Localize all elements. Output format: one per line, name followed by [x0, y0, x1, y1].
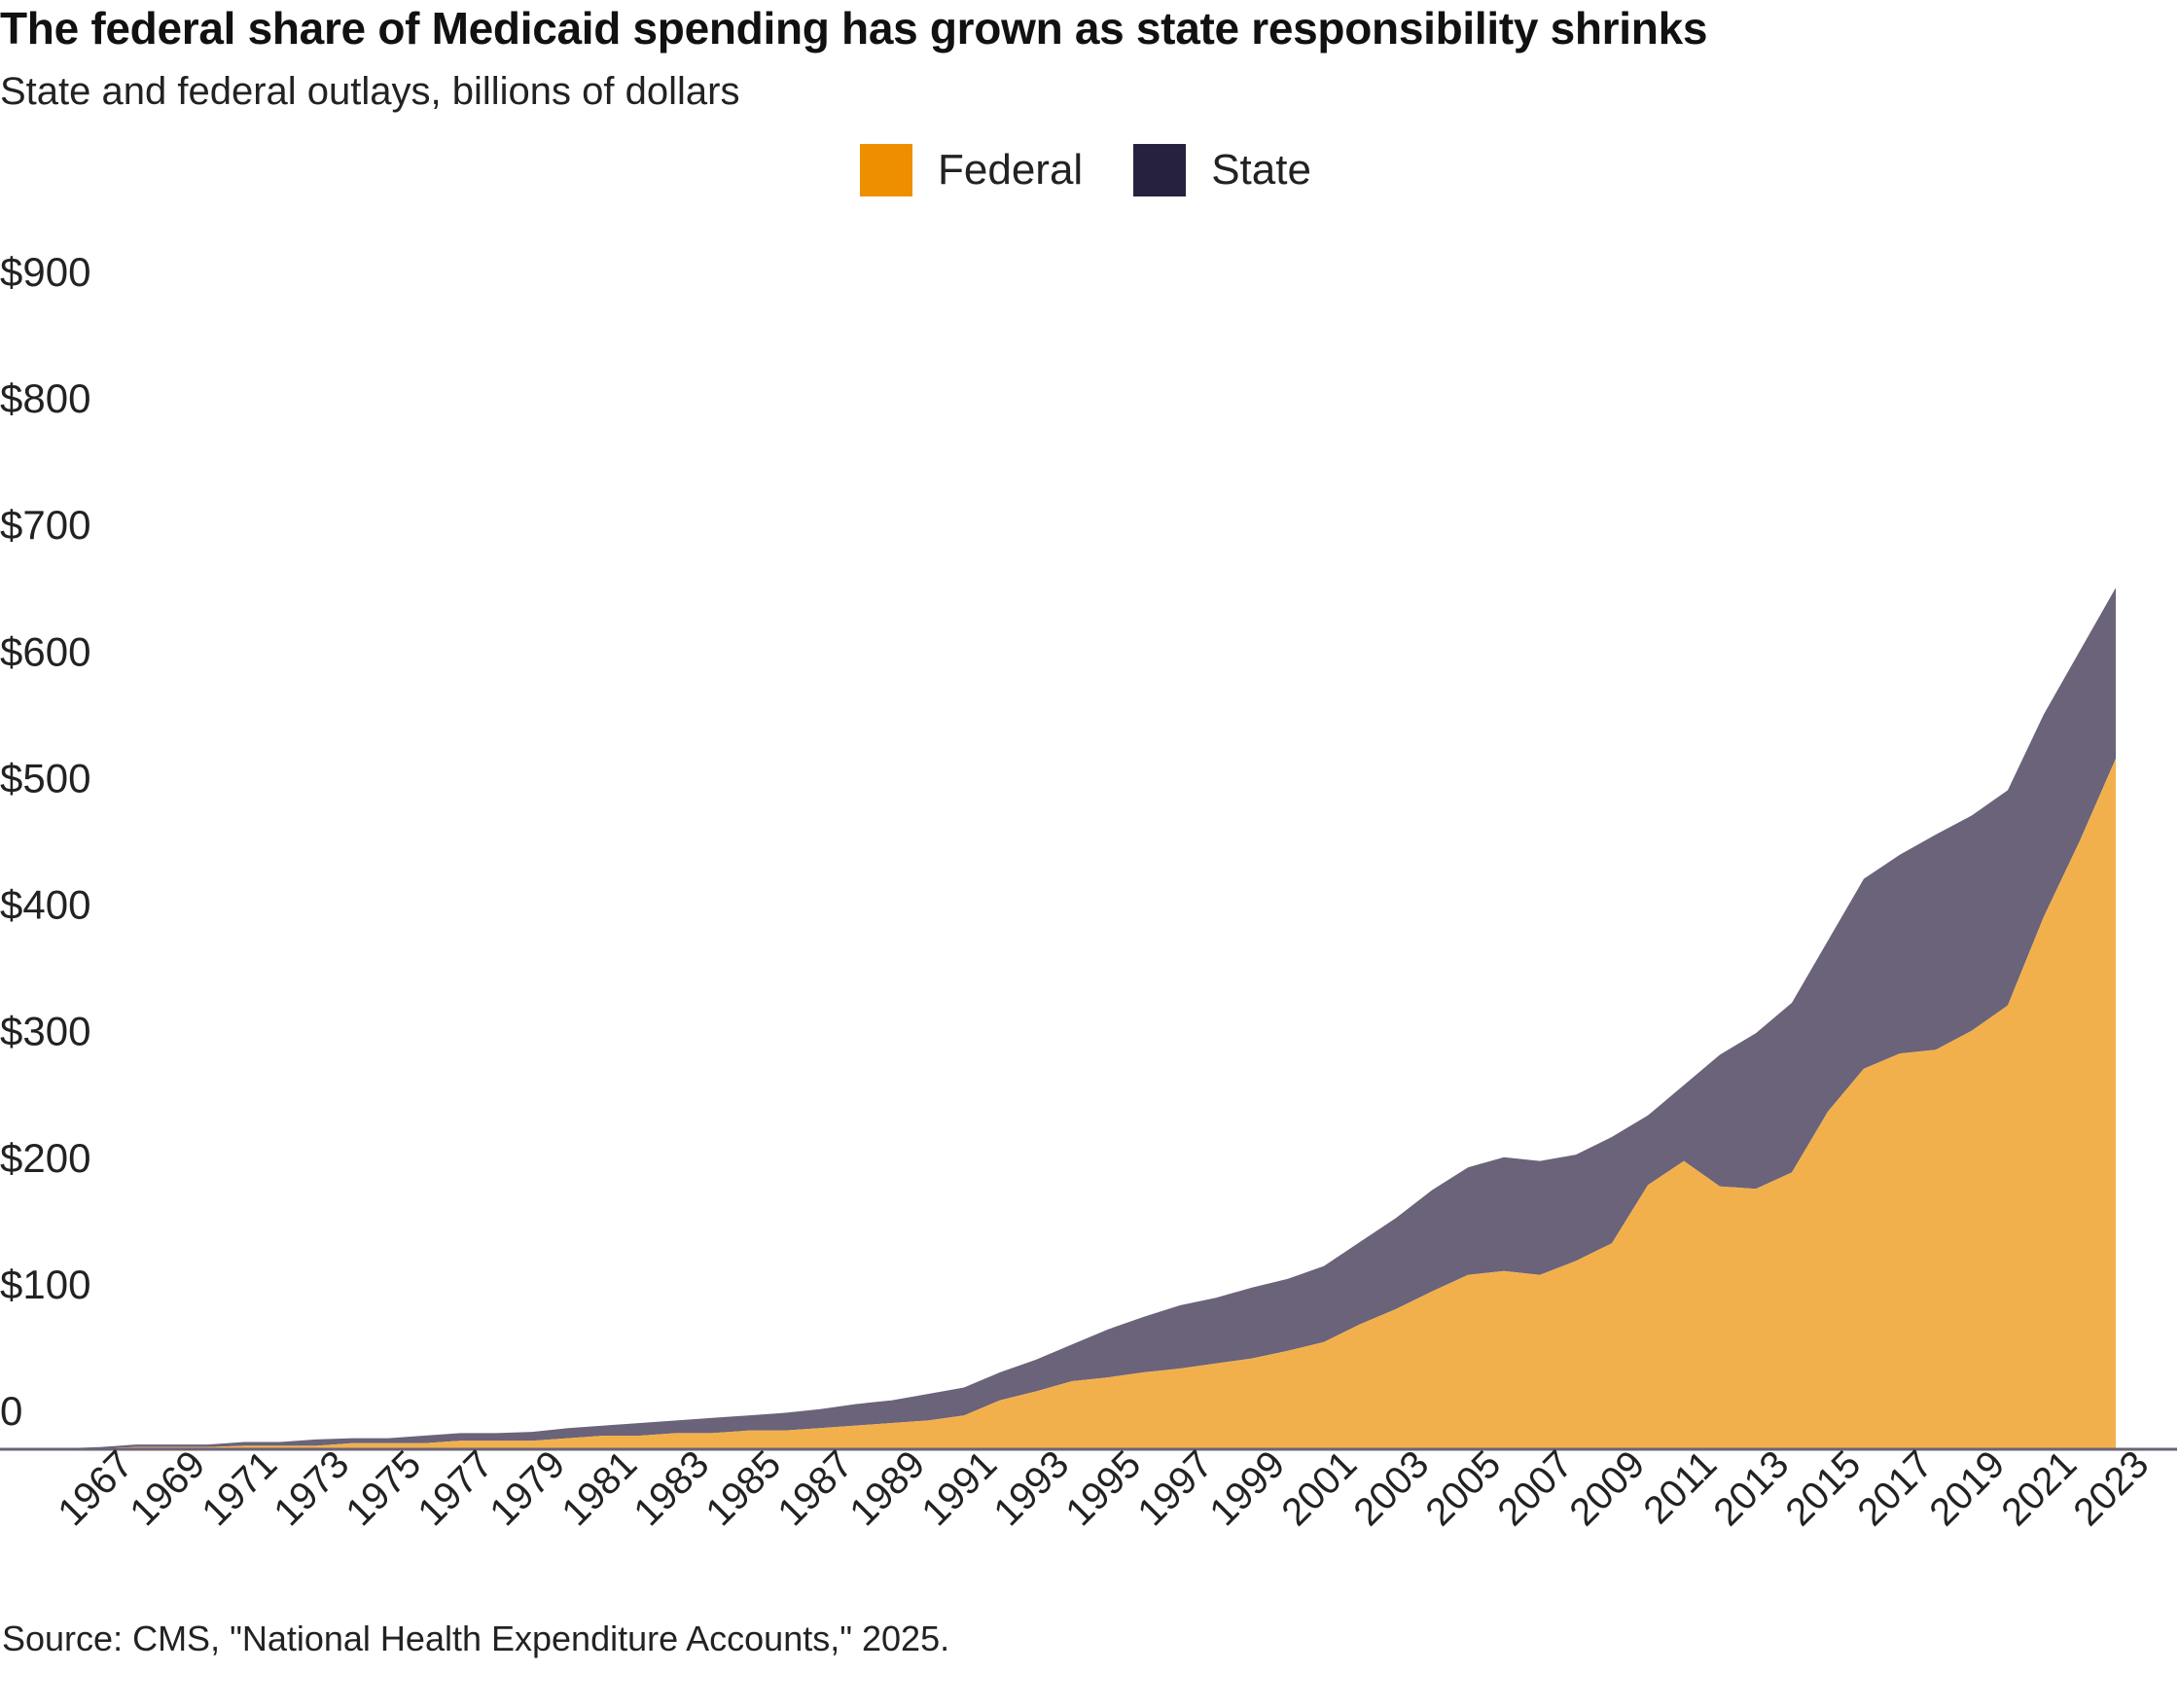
legend-swatch-federal: [860, 144, 912, 196]
y-tick-label: $300: [0, 1009, 90, 1054]
x-tick-label: 2013: [1705, 1442, 1797, 1534]
x-tick-label: 1991: [913, 1442, 1005, 1534]
x-tick-label: 2021: [1993, 1442, 2085, 1534]
x-tick-label: 2017: [1849, 1442, 1941, 1534]
x-tick-label: 2007: [1489, 1442, 1581, 1534]
x-tick-label: 2003: [1345, 1442, 1437, 1534]
x-tick-label: 1967: [50, 1442, 141, 1534]
x-tick-label: 1975: [338, 1442, 429, 1534]
legend-item-state: State: [1133, 144, 1311, 196]
x-tick-label: 1969: [122, 1442, 213, 1534]
x-tick-label: 1983: [625, 1442, 717, 1534]
chart-title: The federal share of Medicaid spending h…: [0, 3, 1708, 53]
x-tick-label: 1995: [1057, 1442, 1149, 1534]
x-tick-label: 1989: [841, 1442, 933, 1534]
x-tick-label: 1997: [1129, 1442, 1221, 1534]
x-tick-label: 2023: [2065, 1442, 2157, 1534]
state-area: [64, 587, 2116, 1448]
source-note: Source: CMS, "National Health Expenditur…: [2, 1619, 950, 1658]
chart-legend: Federal State: [860, 144, 1362, 196]
x-tick-label: 2001: [1273, 1442, 1365, 1534]
y-tick-label: $400: [0, 882, 90, 928]
y-tick-label: $200: [0, 1135, 90, 1181]
y-tick-label: $900: [0, 249, 90, 295]
y-tick-label: 0: [0, 1388, 22, 1434]
x-tick-label: 1985: [697, 1442, 789, 1534]
legend-label-federal: Federal: [938, 146, 1084, 194]
y-tick-label: $700: [0, 502, 90, 548]
x-tick-label: 1987: [769, 1442, 861, 1534]
x-tick-label: 1999: [1201, 1442, 1293, 1534]
x-tick-label: 2015: [1777, 1442, 1869, 1534]
legend-item-federal: Federal: [860, 144, 1083, 196]
y-tick-label: $100: [0, 1262, 90, 1307]
x-tick-label: 1971: [194, 1442, 285, 1534]
x-tick-label: 2011: [1635, 1442, 1725, 1532]
x-tick-label: 1973: [266, 1442, 357, 1534]
federal-area: [64, 758, 2116, 1448]
y-tick-label: $800: [0, 375, 90, 421]
legend-label-state: State: [1211, 146, 1311, 194]
y-tick-label: $500: [0, 755, 90, 801]
legend-swatch-state: [1133, 144, 1187, 196]
x-tick-label: 2019: [1921, 1442, 2013, 1534]
x-tick-label: 2009: [1561, 1442, 1653, 1534]
y-tick-label: $600: [0, 628, 90, 674]
x-tick-label: 1977: [410, 1442, 501, 1534]
x-tick-label: 1993: [985, 1442, 1077, 1534]
x-tick-label: 2005: [1417, 1442, 1509, 1534]
x-tick-label: 1979: [482, 1442, 573, 1534]
x-tick-label: 1981: [554, 1442, 645, 1534]
chart-subtitle: State and federal outlays, billions of d…: [0, 70, 740, 113]
